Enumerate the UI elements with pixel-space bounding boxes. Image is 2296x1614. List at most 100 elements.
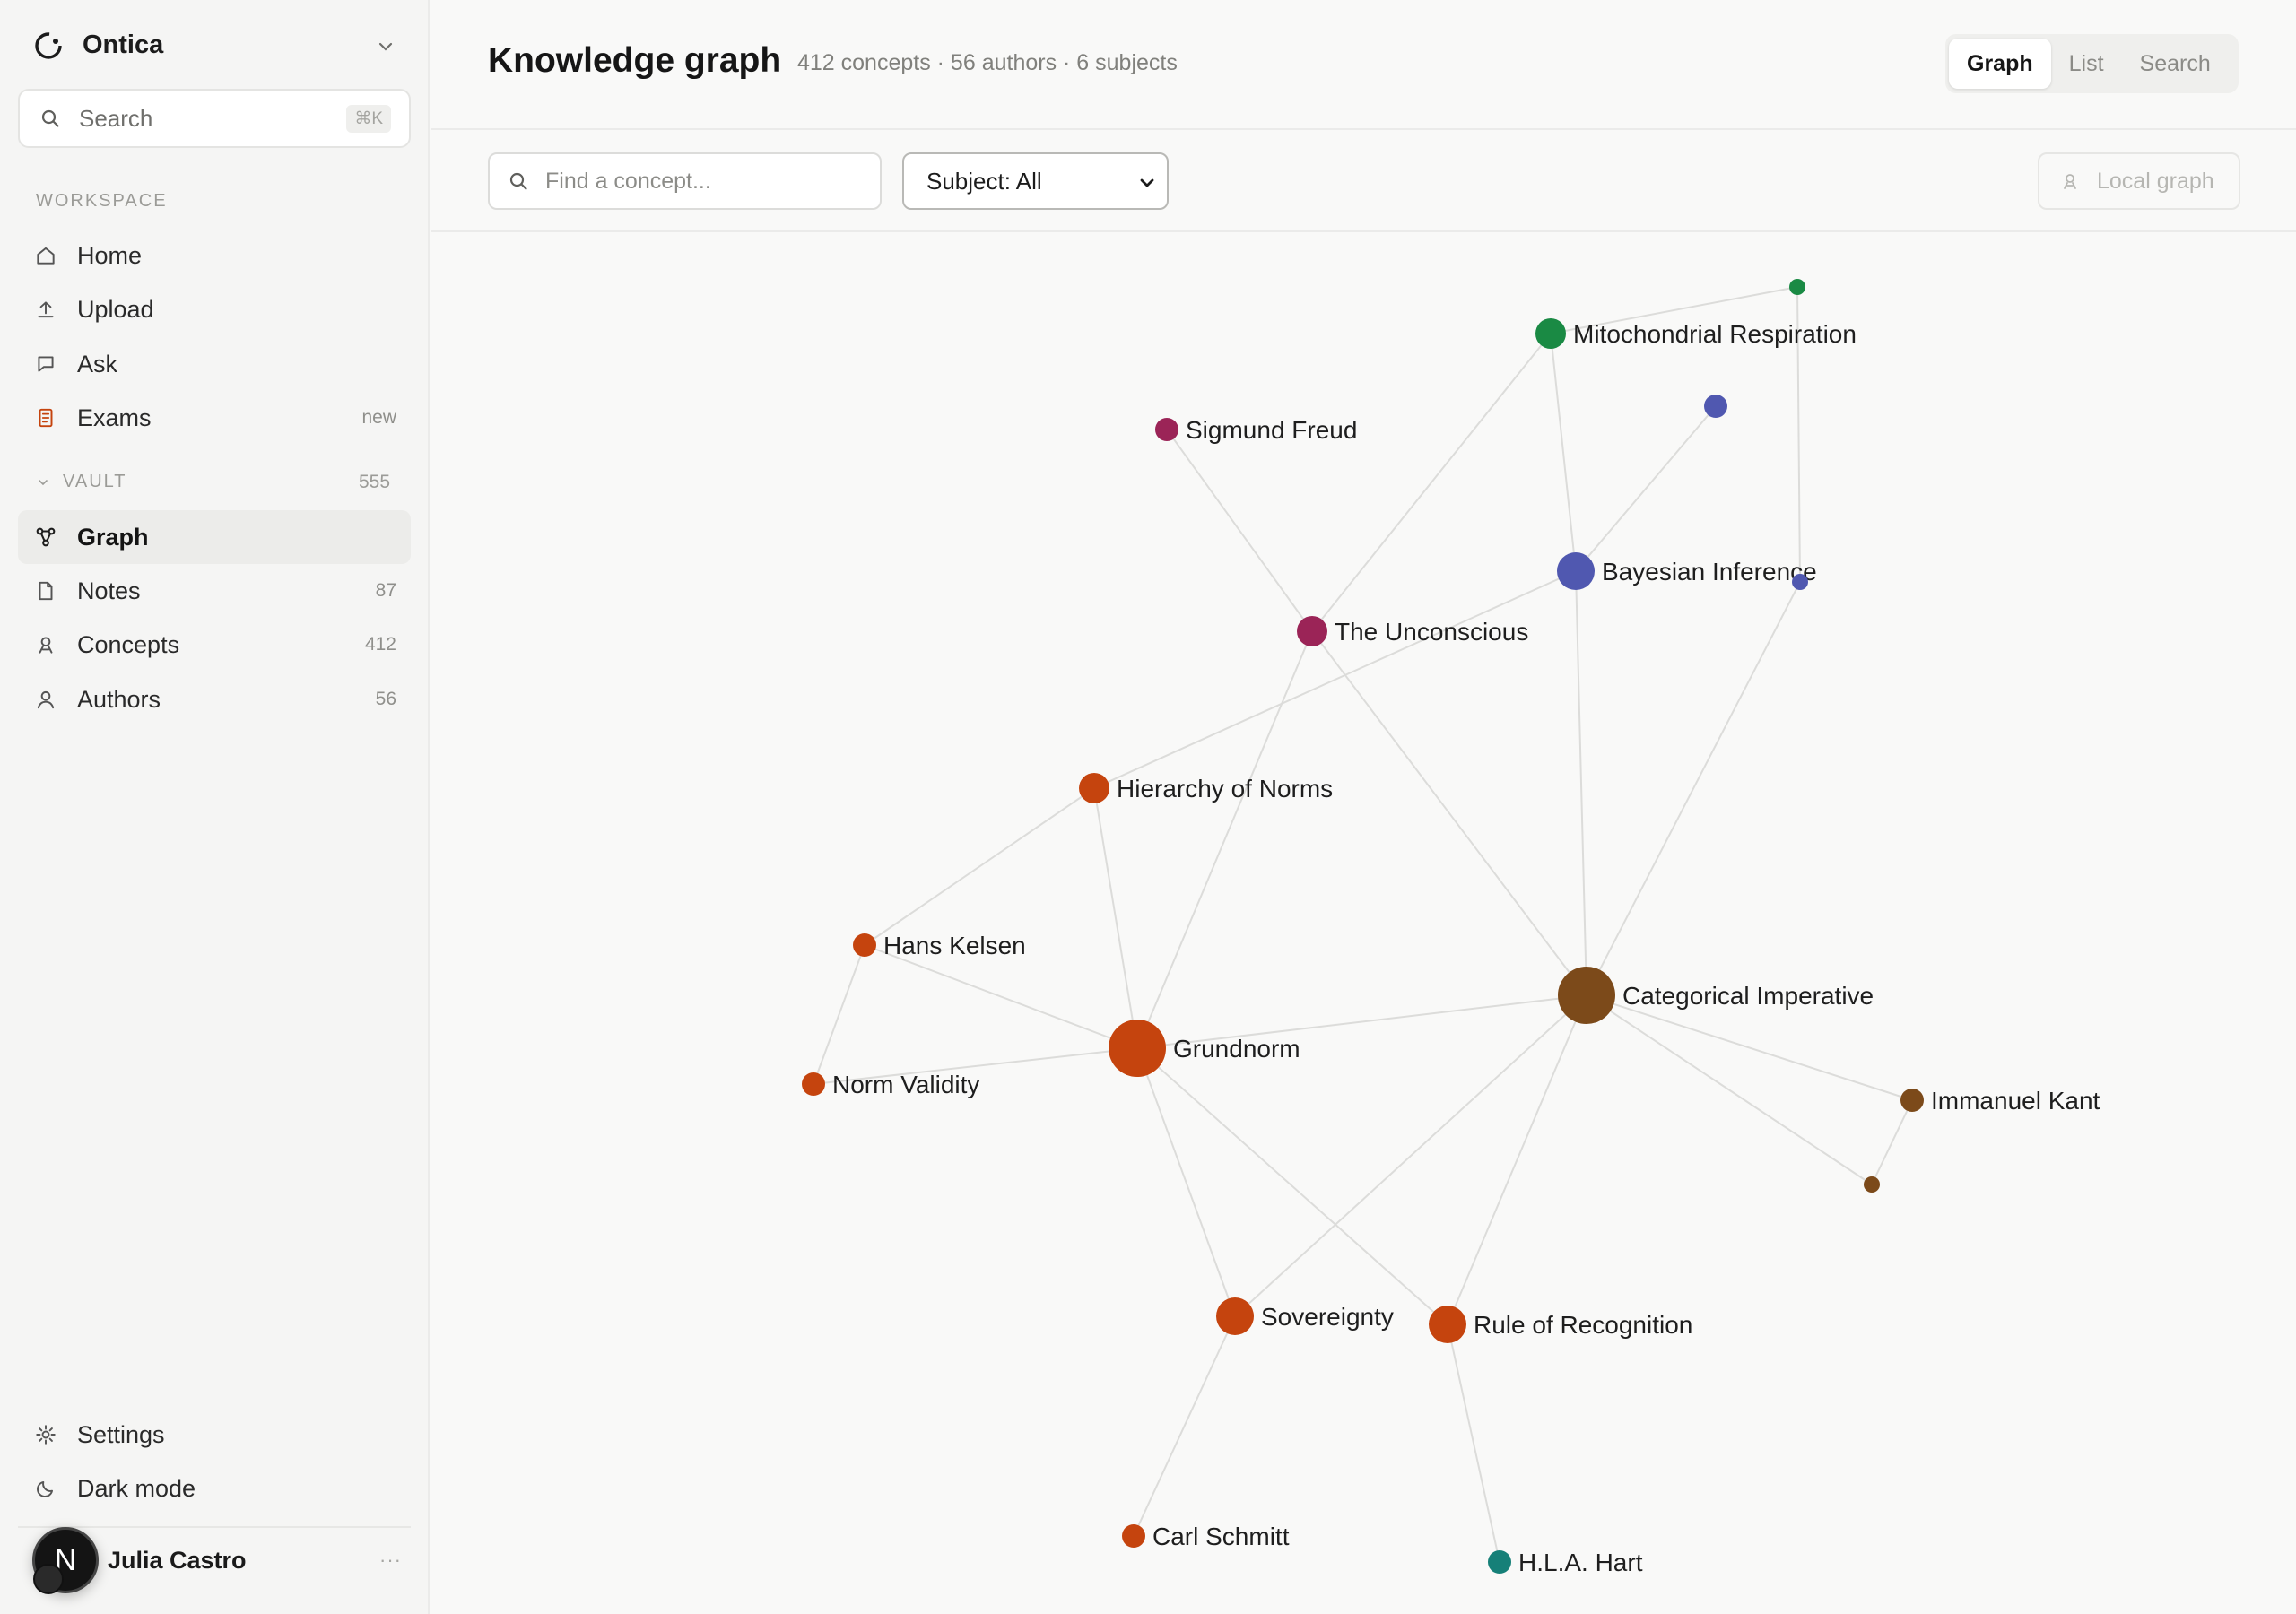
- more-options-icon[interactable]: ···: [379, 1549, 402, 1571]
- find-concept-input[interactable]: [545, 168, 868, 195]
- sidebar-item-concepts[interactable]: Concepts 412: [18, 618, 411, 672]
- dark-mode-toggle[interactable]: Dark mode: [18, 1462, 411, 1515]
- sidebar-item-label: Exams: [77, 404, 152, 431]
- graph-node-label[interactable]: Mitochondrial Respiration: [1573, 320, 1857, 348]
- graph-node[interactable]: Mitochondrial Respiration: [1535, 318, 1857, 349]
- graph-node-dot[interactable]: [1864, 1176, 1880, 1193]
- graph-node-label[interactable]: Rule of Recognition: [1474, 1311, 1692, 1339]
- sidebar-item-label: Concepts: [77, 630, 180, 658]
- graph-node-dot[interactable]: [1122, 1524, 1145, 1548]
- graph-node-label[interactable]: Categorical Imperative: [1622, 982, 1874, 1010]
- tab-graph[interactable]: Graph: [1949, 39, 2051, 89]
- graph-icon: [36, 527, 56, 547]
- graph-node-label[interactable]: Hierarchy of Norms: [1117, 775, 1333, 803]
- graph-node-label[interactable]: Immanuel Kant: [1931, 1087, 2100, 1115]
- sidebar-item-exams[interactable]: Exams new: [18, 391, 411, 445]
- sidebar-item-graph[interactable]: Graph: [18, 510, 411, 564]
- sidebar-item-label: Settings: [77, 1420, 165, 1448]
- brand-name: Ontica: [83, 30, 164, 59]
- chat-icon: [38, 356, 54, 372]
- graph-node-dot[interactable]: [802, 1072, 825, 1096]
- graph-node-dot[interactable]: [1704, 395, 1727, 418]
- graph-node[interactable]: Norm Validity: [802, 1071, 979, 1098]
- subject-select[interactable]: Subject: All: [902, 152, 1169, 210]
- subject-select-value: Subject: All: [926, 167, 1042, 195]
- graph-nodes: Grundnorm Categorical Imperative Bayesian …: [802, 279, 2100, 1576]
- logo-icon: [35, 31, 62, 59]
- sidebar-item-settings[interactable]: Settings: [18, 1408, 411, 1462]
- graph-node-dot[interactable]: [1429, 1306, 1466, 1343]
- brand[interactable]: Ontica: [34, 30, 163, 60]
- graph-node-dot[interactable]: [1789, 279, 1805, 295]
- graph-node-label[interactable]: Grundnorm: [1173, 1035, 1300, 1063]
- find-concept-field[interactable]: [488, 152, 882, 210]
- sidebar-search[interactable]: Search ⌘K: [18, 89, 411, 148]
- graph-toolbar: Subject: All Local graph: [431, 132, 2296, 232]
- graph-node-dot[interactable]: [853, 933, 876, 957]
- sidebar-item-home[interactable]: Home: [18, 229, 411, 282]
- graph-node-dot[interactable]: [1297, 616, 1327, 646]
- search-icon: [509, 172, 527, 190]
- main-panel: Knowledge graph 412 concepts · 56 author…: [431, 0, 2296, 1614]
- vault-section-toggle[interactable]: VAULT: [36, 472, 127, 492]
- graph-node-dot[interactable]: [1535, 318, 1566, 349]
- concept-icon: [39, 637, 53, 654]
- graph-node[interactable]: Sovereignty: [1216, 1297, 1394, 1335]
- graph-node-dot[interactable]: [1900, 1089, 1924, 1112]
- graph-node[interactable]: Immanuel Kant: [1900, 1087, 2100, 1115]
- sidebar-item-label: Notes: [77, 577, 141, 604]
- graph-edge: [1575, 405, 1717, 572]
- sidebar-item-notes[interactable]: Notes 87: [18, 564, 411, 618]
- sidebar: Ontica Search ⌘K WORKSPACE Home Upload A…: [0, 0, 430, 1614]
- user-menu[interactable]: N Julia Castro ···: [32, 1515, 409, 1605]
- graph-node[interactable]: H.L.A. Hart: [1488, 1549, 1643, 1576]
- graph-node-dot[interactable]: [1792, 574, 1808, 590]
- sidebar-item-ask[interactable]: Ask: [18, 337, 411, 391]
- home-icon: [37, 247, 55, 265]
- graph-node-dot[interactable]: [1109, 1020, 1166, 1077]
- knowledge-graph[interactable]: Grundnorm Categorical Imperative Bayesian …: [431, 234, 2296, 1614]
- graph-node[interactable]: Rule of Recognition: [1429, 1306, 1692, 1343]
- page-subtitle: 412 concepts · 56 authors · 6 subjects: [797, 50, 1178, 75]
- exam-icon: [39, 408, 53, 428]
- graph-node-label[interactable]: The Unconscious: [1335, 618, 1528, 646]
- graph-node[interactable]: Hans Kelsen: [853, 932, 1026, 959]
- graph-canvas[interactable]: Grundnorm Categorical Imperative Bayesian …: [431, 234, 2296, 1614]
- graph-node[interactable]: [1864, 1176, 1880, 1193]
- graph-node-label[interactable]: Hans Kelsen: [883, 932, 1026, 959]
- tab-list[interactable]: List: [2068, 50, 2104, 76]
- graph-node-label[interactable]: Carl Schmitt: [1152, 1523, 1290, 1550]
- graph-node-label[interactable]: Norm Validity: [832, 1071, 979, 1098]
- graph-node-label[interactable]: Sigmund Freud: [1186, 416, 1357, 444]
- graph-node-label[interactable]: Sovereignty: [1261, 1303, 1394, 1331]
- avatar[interactable]: N: [32, 1527, 99, 1594]
- divider: [18, 1526, 411, 1528]
- graph-node[interactable]: Hierarchy of Norms: [1079, 773, 1333, 803]
- graph-node[interactable]: [1792, 574, 1808, 590]
- graph-node[interactable]: Grundnorm: [1109, 1020, 1300, 1077]
- graph-node-dot[interactable]: [1557, 552, 1595, 590]
- graph-node[interactable]: Sigmund Freud: [1155, 416, 1357, 444]
- graph-node-label[interactable]: Bayesian Inference: [1602, 558, 1817, 586]
- sidebar-item-authors[interactable]: Authors 56: [18, 672, 411, 726]
- graph-node-dot[interactable]: [1488, 1550, 1511, 1574]
- graph-edge: [1447, 1323, 1500, 1563]
- chevron-down-icon[interactable]: [375, 36, 396, 57]
- graph-node-dot[interactable]: [1079, 773, 1109, 803]
- graph-node[interactable]: Bayesian Inference: [1557, 552, 1817, 590]
- upload-icon: [38, 301, 54, 318]
- graph-node[interactable]: [1704, 395, 1727, 418]
- tab-search[interactable]: Search: [2139, 50, 2211, 76]
- graph-node-dot[interactable]: [1216, 1297, 1254, 1335]
- graph-node[interactable]: Categorical Imperative: [1558, 967, 1874, 1024]
- local-graph-button[interactable]: Local graph: [2038, 152, 2240, 210]
- graph-node-dot[interactable]: [1558, 967, 1615, 1024]
- graph-node[interactable]: [1789, 279, 1805, 295]
- authors-count: 56: [375, 689, 396, 709]
- graph-node-label[interactable]: H.L.A. Hart: [1518, 1549, 1643, 1576]
- moon-icon: [37, 1480, 54, 1497]
- graph-node[interactable]: The Unconscious: [1297, 616, 1528, 646]
- sidebar-item-upload[interactable]: Upload: [18, 282, 411, 336]
- graph-node[interactable]: Carl Schmitt: [1122, 1523, 1290, 1550]
- graph-node-dot[interactable]: [1155, 418, 1178, 441]
